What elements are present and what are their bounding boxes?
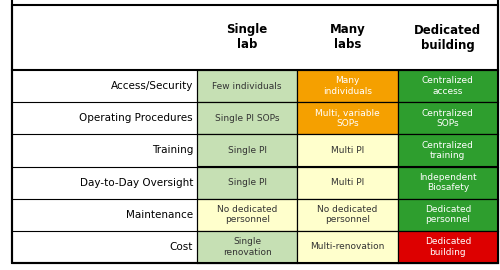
Text: Few individuals: Few individuals [212, 82, 282, 90]
Text: Access/Security: Access/Security [110, 81, 193, 91]
Bar [398, 167, 498, 199]
Bar [398, 231, 498, 263]
Bar [398, 102, 498, 134]
Text: Many
individuals: Many individuals [323, 76, 372, 96]
Text: Dedicated
personnel: Dedicated personnel [424, 205, 471, 224]
Bar [197, 231, 298, 263]
Text: Multi-renovation: Multi-renovation [310, 242, 384, 251]
Text: Day-to-Day Oversight: Day-to-Day Oversight [80, 178, 193, 188]
Text: No dedicated
personnel: No dedicated personnel [318, 205, 378, 224]
Bar [197, 199, 298, 231]
Bar [298, 134, 398, 167]
Bar [197, 134, 298, 167]
Bar [298, 70, 398, 102]
Bar [197, 167, 298, 199]
Text: Multi PI: Multi PI [331, 178, 364, 187]
Text: Single PI: Single PI [228, 178, 266, 187]
Text: Operating Procedures: Operating Procedures [80, 113, 193, 123]
Text: Independent
Biosafety: Independent Biosafety [419, 173, 476, 192]
Bar [298, 199, 398, 231]
Text: Single PI SOPs: Single PI SOPs [215, 114, 280, 123]
Text: No dedicated
personnel: No dedicated personnel [217, 205, 278, 224]
Text: Dedicated
building: Dedicated building [424, 237, 471, 256]
Text: Many
labs: Many labs [330, 23, 366, 52]
Text: Single
lab: Single lab [226, 23, 268, 52]
Bar [298, 102, 398, 134]
Bar [298, 231, 398, 263]
Text: Centralized
training: Centralized training [422, 141, 474, 160]
Bar [197, 102, 298, 134]
Text: Dedicated
building: Dedicated building [414, 23, 482, 52]
Text: Multi PI: Multi PI [331, 146, 364, 155]
Bar [197, 70, 298, 102]
Text: Centralized
access: Centralized access [422, 76, 474, 96]
Text: Multi, variable
SOPs: Multi, variable SOPs [315, 109, 380, 128]
Text: Single
renovation: Single renovation [223, 237, 272, 256]
Bar [298, 167, 398, 199]
Text: Cost: Cost [170, 242, 193, 252]
Text: Single PI: Single PI [228, 146, 266, 155]
Bar [398, 70, 498, 102]
Text: Maintenance: Maintenance [126, 210, 193, 220]
Text: Centralized
SOPs: Centralized SOPs [422, 109, 474, 128]
Text: Training: Training [152, 146, 193, 156]
Bar [398, 134, 498, 167]
Bar [398, 199, 498, 231]
